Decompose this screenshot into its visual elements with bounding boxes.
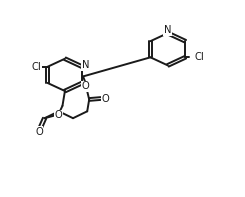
Text: N: N bbox=[164, 25, 171, 35]
Text: N: N bbox=[82, 60, 89, 70]
Text: O: O bbox=[82, 82, 89, 91]
Text: Cl: Cl bbox=[194, 52, 204, 62]
Text: O: O bbox=[101, 94, 109, 103]
Text: O: O bbox=[54, 110, 62, 120]
Text: Cl: Cl bbox=[31, 62, 41, 72]
Text: O: O bbox=[35, 127, 43, 137]
